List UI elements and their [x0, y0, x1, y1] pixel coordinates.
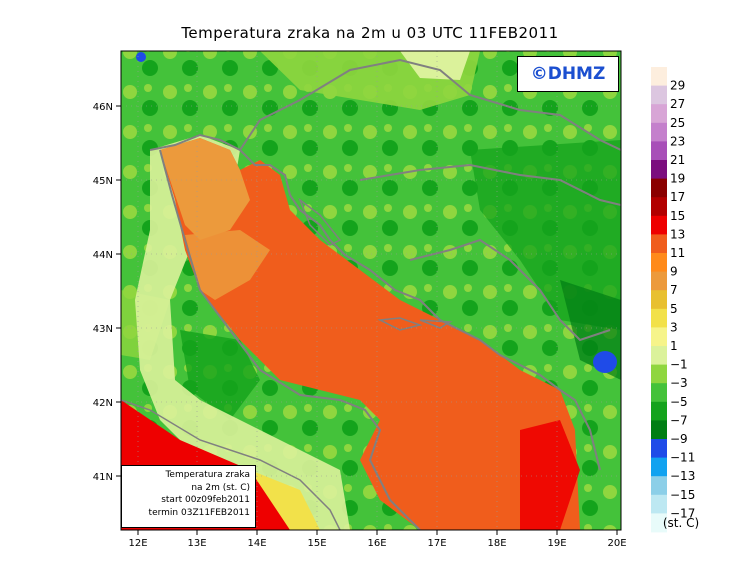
colorbar-swatch — [651, 122, 667, 142]
colorbar-swatch — [651, 346, 667, 365]
colorbar-label: −3 — [670, 376, 688, 390]
lat-label: 41N — [93, 472, 113, 483]
lon-label: 13E — [187, 538, 206, 549]
colorbar-label: 19 — [670, 172, 685, 186]
colorbar-label: 25 — [670, 116, 685, 130]
lon-label: 19E — [547, 538, 566, 549]
colorbar-label: −13 — [670, 469, 695, 483]
colorbar-label: 5 — [670, 302, 678, 316]
lat-label: 43N — [93, 324, 113, 335]
border-north — [239, 58, 621, 151]
lon-label: 14E — [247, 538, 266, 549]
colorbar-swatch — [651, 439, 667, 458]
map-frame — [120, 50, 622, 531]
colorbar-swatch — [651, 253, 667, 272]
colorbar-label: −9 — [670, 432, 688, 446]
info-box: Temperatura zraka na 2m (st. C) start 00… — [121, 465, 256, 528]
lat-label: 44N — [93, 250, 113, 261]
lat-label: 45N — [93, 176, 113, 187]
info-line: start 00z09feb2011 — [161, 495, 250, 505]
info-line: termin 03Z11FEB2011 — [148, 507, 250, 518]
colorbar-swatch — [651, 327, 667, 347]
info-line: na 2m (st. C) — [191, 482, 250, 493]
colorbar-label: −7 — [670, 413, 688, 427]
lon-label: 18E — [487, 538, 506, 549]
colorbar-swatch — [651, 197, 667, 217]
colorbar-swatch — [651, 364, 667, 384]
colorbar-swatch — [651, 420, 667, 440]
coastline-west — [159, 149, 421, 530]
colorbar-label: 21 — [670, 153, 685, 167]
colorbar-unit: (st. C) — [663, 516, 699, 530]
copyright-badge: ©DHMZ — [517, 56, 619, 92]
colorbar-swatch — [651, 383, 667, 403]
colorbar-swatch — [651, 401, 667, 421]
colorbar-swatch — [651, 104, 667, 124]
lon-label: 15E — [307, 538, 326, 549]
coastline-east — [149, 133, 601, 471]
colorbar-label: 7 — [670, 283, 678, 297]
colorbar: 29 27 25 23 21 19 17 15 13 11 9 7 5 3 1 −1 −3 −5 −7 −9 −11 −1… — [651, 67, 695, 533]
colorbar-label: −11 — [670, 451, 695, 465]
colorbar-swatch — [651, 141, 667, 161]
colorbar-label: 23 — [670, 134, 685, 148]
lon-label: 17E — [427, 538, 446, 549]
colorbar-swatch — [651, 178, 667, 198]
colorbar-swatch — [651, 234, 667, 254]
info-line: Temperatura zraka — [165, 470, 250, 480]
lat-label: 42N — [93, 398, 113, 409]
colorbar-label: −1 — [670, 358, 688, 372]
colorbar-label: −15 — [670, 488, 695, 502]
colorbar-swatch — [651, 494, 667, 514]
colorbar-swatch — [651, 308, 667, 328]
adriatic-sea — [160, 138, 580, 530]
colorbar-label: 27 — [670, 97, 685, 111]
colorbar-label: 11 — [670, 246, 685, 260]
colorbar-label: −5 — [670, 395, 688, 409]
lon-label: 12E — [128, 538, 147, 549]
lat-label: 46N — [93, 102, 113, 113]
colorbar-label: 9 — [670, 265, 678, 279]
colorbar-swatch — [651, 271, 667, 291]
colorbar-swatch — [651, 476, 667, 496]
colorbar-swatch — [651, 513, 667, 533]
colorbar-label: 1 — [670, 339, 678, 353]
colorbar-label: 17 — [670, 190, 685, 204]
colorbar-swatch — [651, 85, 667, 105]
temperature-field — [121, 51, 621, 530]
colorbar-label: 3 — [670, 320, 678, 334]
colorbar-label: 29 — [670, 79, 685, 93]
lon-label: 16E — [367, 538, 386, 549]
colorbar-label: 15 — [670, 209, 685, 223]
colorbar-swatch — [651, 457, 667, 477]
colorbar-swatch — [651, 215, 667, 235]
colorbar-swatch — [651, 160, 667, 179]
map-title: Temperatura zraka na 2m u 03 UTC 11FEB20… — [181, 24, 559, 42]
colorbar-label: −17 — [670, 506, 695, 520]
colorbar-swatch — [651, 67, 667, 86]
colorbar-swatch — [651, 290, 667, 310]
lon-label: 20E — [607, 538, 626, 549]
colorbar-label: 13 — [670, 227, 685, 241]
